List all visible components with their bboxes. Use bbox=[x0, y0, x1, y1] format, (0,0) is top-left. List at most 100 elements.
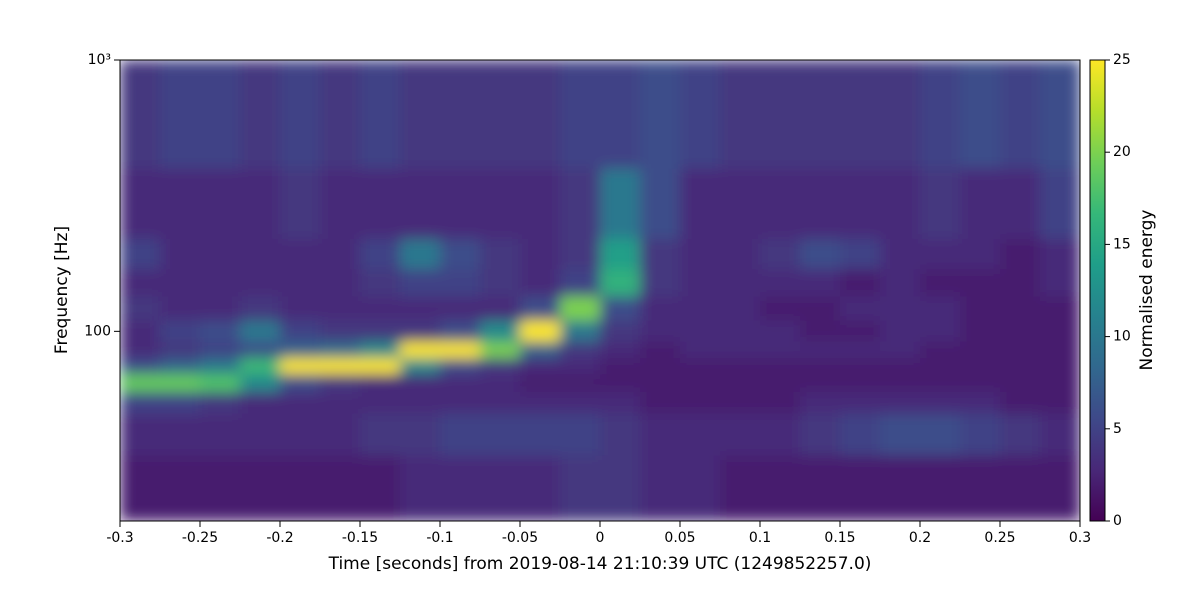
heatmap-cell bbox=[600, 167, 641, 239]
heatmap-cell bbox=[920, 268, 961, 297]
heatmap-cell bbox=[840, 413, 881, 456]
heatmap-cell bbox=[720, 455, 761, 521]
heatmap-cell bbox=[520, 320, 561, 342]
heatmap-cell bbox=[880, 373, 921, 393]
heatmap-cell bbox=[360, 413, 401, 456]
x-axis-label: Time [seconds] from 2019-08-14 21:10:39 … bbox=[328, 554, 872, 574]
heatmap-cell bbox=[920, 320, 961, 342]
heatmap-cell bbox=[320, 238, 361, 270]
heatmap-cell bbox=[920, 413, 961, 456]
heatmap-cell bbox=[280, 391, 321, 414]
heatmap-cell bbox=[800, 391, 841, 414]
colorbar-tick-label: 20 bbox=[1113, 144, 1131, 160]
heatmap-cell bbox=[120, 268, 161, 297]
heatmap-cell bbox=[640, 295, 681, 321]
heatmap-cell bbox=[240, 295, 281, 321]
heatmap-cell bbox=[360, 357, 401, 374]
heatmap-cell bbox=[760, 60, 801, 169]
heatmap-cell bbox=[160, 341, 201, 359]
heatmap-cell bbox=[480, 320, 521, 342]
heatmap-cell bbox=[840, 167, 881, 239]
heatmap-cell bbox=[840, 455, 881, 521]
heatmap-cell bbox=[800, 320, 841, 342]
heatmap-cell bbox=[320, 320, 361, 342]
x-tick-label: -0.2 bbox=[266, 530, 293, 546]
heatmap-cell bbox=[560, 341, 601, 359]
heatmap-cell bbox=[480, 295, 521, 321]
heatmap-cell bbox=[320, 413, 361, 456]
heatmap-cell bbox=[120, 60, 161, 169]
heatmap-cell bbox=[560, 295, 601, 321]
heatmap-cell bbox=[160, 268, 201, 297]
heatmap-cell bbox=[720, 341, 761, 359]
heatmap-cell bbox=[360, 167, 401, 239]
heatmap-cell bbox=[240, 60, 281, 169]
heatmap-cell bbox=[880, 167, 921, 239]
heatmap-cell bbox=[720, 373, 761, 393]
heatmap-cell bbox=[120, 373, 161, 393]
heatmap-cell bbox=[1040, 341, 1080, 359]
heatmap-cell bbox=[880, 455, 921, 521]
heatmap-cell bbox=[120, 391, 161, 414]
heatmap-cell bbox=[640, 320, 681, 342]
colorbar-label: Normalised energy bbox=[1137, 210, 1157, 371]
heatmap-cell bbox=[1040, 455, 1080, 521]
heatmap-cell bbox=[1040, 268, 1080, 297]
heatmap-cell bbox=[840, 268, 881, 297]
heatmap-cell bbox=[440, 295, 481, 321]
heatmap-cell bbox=[480, 238, 521, 270]
heatmap-cell bbox=[600, 60, 641, 169]
heatmap-cell bbox=[440, 268, 481, 297]
heatmap-cell bbox=[280, 341, 321, 359]
heatmap-cell bbox=[640, 373, 681, 393]
heatmap-cell bbox=[480, 373, 521, 393]
heatmap-cell bbox=[360, 238, 401, 270]
heatmap-cell bbox=[400, 373, 441, 393]
heatmap-cell bbox=[640, 413, 681, 456]
heatmap-cell bbox=[1000, 295, 1041, 321]
heatmap-cell bbox=[320, 373, 361, 393]
heatmap-cell bbox=[640, 167, 681, 239]
y-tick-label: 100 bbox=[84, 323, 111, 339]
heatmap-cell bbox=[920, 455, 961, 521]
heatmap-cell bbox=[920, 341, 961, 359]
heatmap-cell bbox=[520, 167, 561, 239]
heatmap-cell bbox=[680, 238, 721, 270]
heatmap-cell bbox=[1000, 341, 1041, 359]
heatmap-cell bbox=[880, 268, 921, 297]
heatmap-cell bbox=[920, 60, 961, 169]
heatmap-cell bbox=[200, 320, 241, 342]
heatmap-cell bbox=[440, 455, 481, 521]
heatmap-cell bbox=[1000, 268, 1041, 297]
heatmap-cell bbox=[120, 413, 161, 456]
heatmap-cell bbox=[1000, 167, 1041, 239]
heatmap-cell bbox=[240, 373, 281, 393]
y-axis-label: Frequency [Hz] bbox=[52, 226, 72, 354]
x-tick-label: 0.05 bbox=[664, 530, 695, 546]
heatmap-cell bbox=[640, 391, 681, 414]
heatmap-cell bbox=[640, 60, 681, 169]
heatmap-cell bbox=[760, 373, 801, 393]
heatmap-cell bbox=[320, 391, 361, 414]
heatmap-cell bbox=[1000, 320, 1041, 342]
heatmap-cell bbox=[480, 413, 521, 456]
heatmap-cell bbox=[760, 413, 801, 456]
heatmap-cell bbox=[1040, 167, 1080, 239]
heatmap-cell bbox=[240, 357, 281, 374]
heatmap-cell bbox=[760, 268, 801, 297]
heatmap-cell bbox=[960, 320, 1001, 342]
heatmap-cell bbox=[960, 295, 1001, 321]
heatmap-cell bbox=[720, 295, 761, 321]
heatmap-cell bbox=[720, 320, 761, 342]
colorbar-tick-label: 5 bbox=[1113, 421, 1122, 437]
heatmap-cell bbox=[440, 167, 481, 239]
heatmap-cell bbox=[280, 295, 321, 321]
heatmap-cell bbox=[360, 341, 401, 359]
heatmap-cell bbox=[360, 320, 401, 342]
heatmap-cell bbox=[400, 268, 441, 297]
heatmap-cell bbox=[640, 268, 681, 297]
heatmap-cell bbox=[160, 373, 201, 393]
heatmap-cell bbox=[200, 167, 241, 239]
heatmap-cell bbox=[360, 295, 401, 321]
